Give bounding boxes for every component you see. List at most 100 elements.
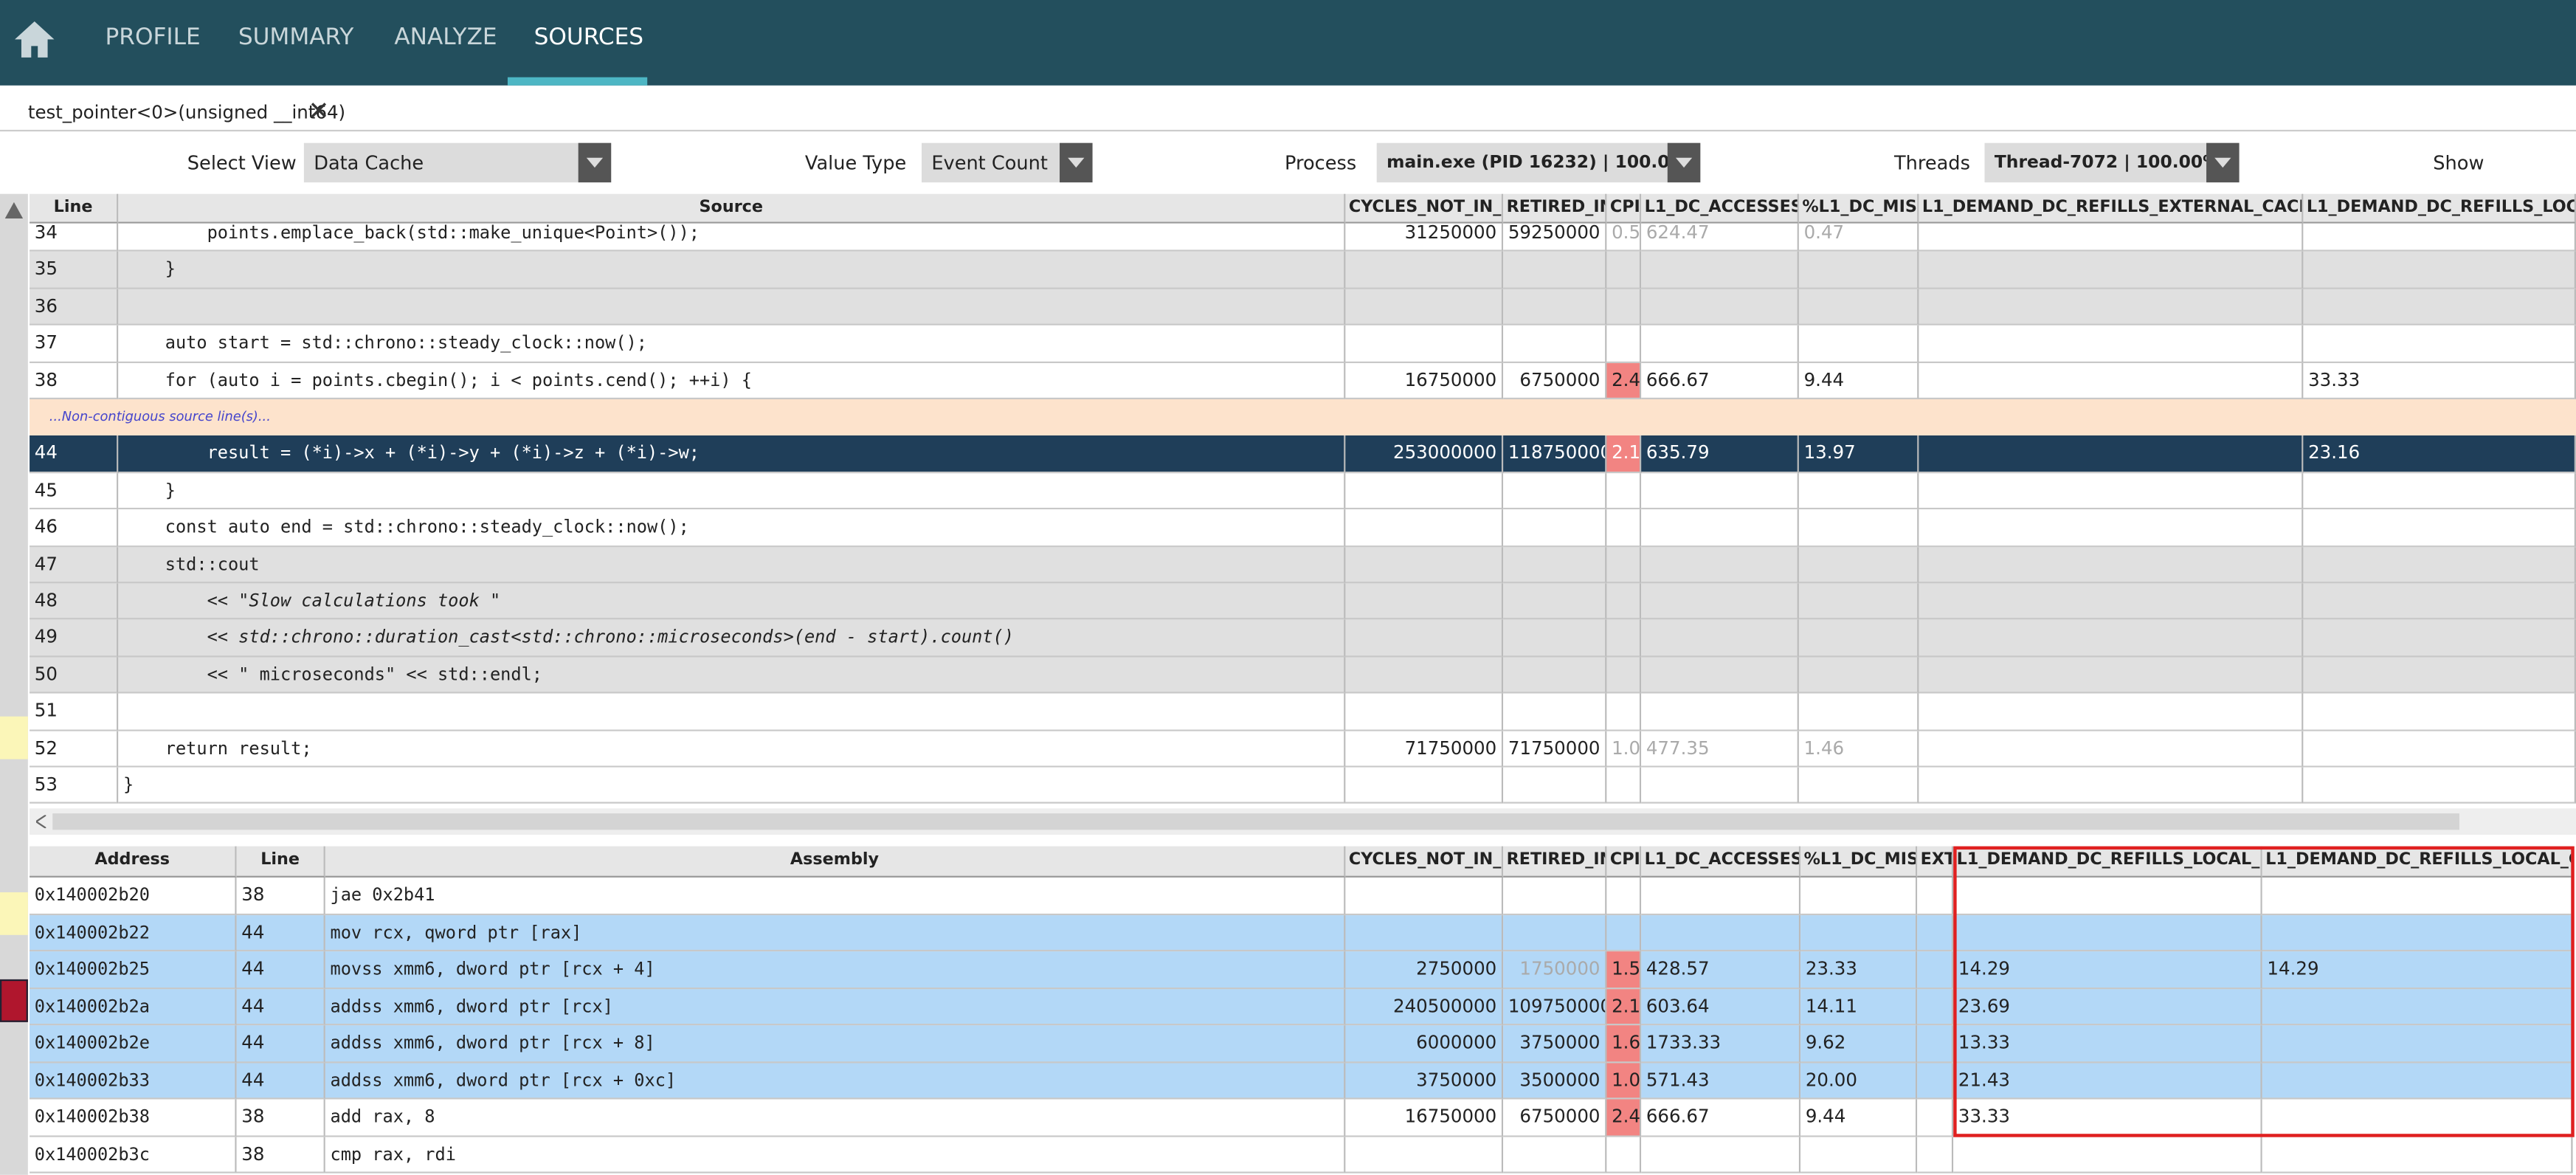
- table-cell: 1.0: [1606, 731, 1641, 768]
- table-cell: add rax, 8: [325, 1099, 1346, 1136]
- table-cell: [1606, 325, 1641, 362]
- table-cell: [1641, 252, 1799, 289]
- scroll-up-arrow[interactable]: [5, 202, 23, 218]
- dropdown-arrow[interactable]: [1668, 143, 1701, 182]
- arrow-icon: [579, 143, 612, 182]
- column-header: RETIRED_INST: [1503, 847, 1606, 878]
- table-cell: [1503, 546, 1606, 583]
- table-cell: 666.67: [1641, 1099, 1800, 1136]
- table-cell: 38: [237, 878, 325, 914]
- table-cell: [1606, 914, 1641, 951]
- table-cell: [1503, 289, 1606, 325]
- table-cell: [1606, 620, 1641, 657]
- column-header: EXTE: [1917, 847, 1953, 878]
- table-cell: [1345, 914, 1503, 951]
- control-label: Process: [1285, 143, 1356, 182]
- table-cell: 6000000: [1345, 1025, 1503, 1062]
- table-cell: [1503, 1137, 1606, 1174]
- table-cell: [1606, 694, 1641, 731]
- table-cell: [118, 694, 1345, 731]
- table-cell: [1641, 878, 1800, 914]
- table-cell: [1917, 1025, 1953, 1062]
- table-cell: 71750000: [1503, 731, 1606, 768]
- table-cell: }: [118, 473, 1345, 510]
- table-cell: 9.44: [1799, 362, 1919, 399]
- table-cell: 0x140002b22: [30, 914, 237, 951]
- table-cell: 51: [30, 694, 118, 731]
- tab-title[interactable]: test_pointer<0>(unsigned __int64): [28, 86, 345, 142]
- table-cell: 36: [30, 289, 118, 325]
- table-cell: [1917, 1099, 1953, 1136]
- table-cell: 23.16: [2303, 436, 2576, 473]
- column-header: Line: [237, 847, 325, 878]
- table-cell: 0x140002b2e: [30, 1025, 237, 1062]
- table-cell: 48: [30, 583, 118, 620]
- table-cell: [1503, 510, 1606, 547]
- table-cell: 253000000: [1345, 436, 1503, 473]
- table-cell: [1606, 289, 1641, 325]
- dropdown-arrow[interactable]: [1060, 143, 1093, 182]
- table-cell: [1606, 583, 1641, 620]
- table-cell: 34: [30, 224, 118, 252]
- dropdown[interactable]: Thread-7072 | 100.00%: [1984, 143, 2239, 182]
- table-cell: [1345, 657, 1503, 694]
- table-cell: [1919, 657, 2303, 694]
- dropdown-arrow[interactable]: [579, 143, 612, 182]
- dropdown-arrow[interactable]: [2206, 143, 2240, 182]
- table-cell: 118750000: [1503, 436, 1606, 473]
- table-cell: 44: [30, 436, 118, 473]
- table-cell: << std::chrono::duration_cast<std::chron…: [118, 620, 1345, 657]
- table-cell: 49: [30, 620, 118, 657]
- table-cell: 35: [30, 252, 118, 289]
- table-cell: [2303, 510, 2576, 547]
- highlight-box: [1953, 847, 2575, 1137]
- table-cell: [1917, 1062, 1953, 1099]
- dropdown[interactable]: Data Cache: [304, 143, 611, 182]
- table-cell: 52: [30, 731, 118, 768]
- table-cell: [1641, 473, 1799, 510]
- table-cell: [1503, 252, 1606, 289]
- table-cell: [1345, 583, 1503, 620]
- table-cell: [1641, 583, 1799, 620]
- home-icon[interactable]: [13, 20, 56, 59]
- table-cell: [1919, 325, 2303, 362]
- table-cell: 1.5: [1606, 951, 1641, 988]
- table-cell: 45: [30, 473, 118, 510]
- table-cell: 31250000: [1345, 224, 1503, 252]
- table-cell: [1919, 620, 2303, 657]
- table-cell: [2303, 546, 2576, 583]
- nav-item[interactable]: PROFILE: [105, 0, 200, 86]
- dropdown[interactable]: main.exe (PID 16232) | 100.00%: [1377, 143, 1701, 182]
- column-header: CPI: [1606, 194, 1641, 224]
- table-cell: [2303, 252, 2576, 289]
- table-cell: [1503, 768, 1606, 804]
- table-cell: auto start = std::chrono::steady_clock::…: [118, 325, 1345, 362]
- table-cell: 571.43: [1641, 1062, 1800, 1099]
- table-cell: 3750000: [1503, 1025, 1606, 1062]
- column-header: CYCLES_NOT_IN_HALT: [1345, 847, 1503, 878]
- table-cell: [2303, 289, 2576, 325]
- table-cell: [1919, 436, 2303, 473]
- table-cell: 635.79: [1641, 436, 1799, 473]
- nav-item[interactable]: ANALYZE: [394, 0, 497, 86]
- table-cell: 428.57: [1641, 951, 1800, 988]
- table-cell: [1919, 224, 2303, 252]
- table-cell: addss xmm6, dword ptr [rcx + 0xc]: [325, 1062, 1346, 1099]
- table-cell: << "Slow calculations took ": [118, 583, 1345, 620]
- table-cell: [1799, 473, 1919, 510]
- table-cell: [1799, 252, 1919, 289]
- table-cell: 0.47: [1799, 224, 1919, 252]
- column-header: Address: [30, 847, 237, 878]
- table-cell: cmp rax, rdi: [325, 1137, 1346, 1174]
- table-cell: 0x140002b38: [30, 1099, 237, 1136]
- tab-close[interactable]: [311, 102, 327, 118]
- table-cell: [1800, 878, 1917, 914]
- column-header: L1_DEMAND_DC_REFILLS_LOCAL_DRAM: [2303, 194, 2576, 224]
- table-cell: [1641, 1137, 1800, 1174]
- nav-item[interactable]: SUMMARY: [238, 0, 353, 86]
- table-cell: addss xmm6, dword ptr [rcx + 8]: [325, 1025, 1346, 1062]
- table-cell: [1345, 510, 1503, 547]
- table-cell: 44: [237, 951, 325, 988]
- nav-item[interactable]: SOURCES: [534, 0, 644, 86]
